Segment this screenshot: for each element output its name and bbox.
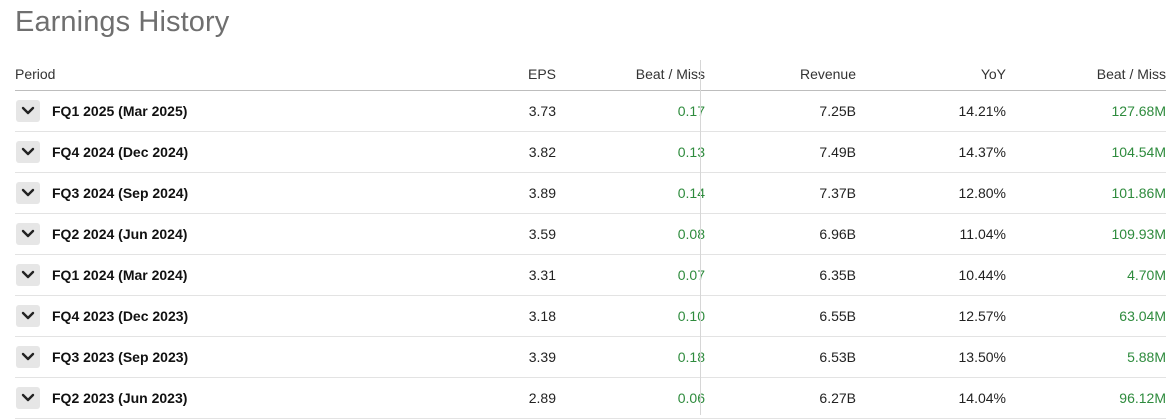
column-header-period: Period bbox=[15, 66, 56, 82]
eps-beat-miss-cell: 0.18 bbox=[677, 349, 705, 365]
eps-beat-miss-cell: 0.13 bbox=[677, 144, 705, 160]
eps-cell: 3.82 bbox=[528, 144, 556, 160]
eps-cell: 3.59 bbox=[528, 226, 556, 242]
chevron-down-icon bbox=[21, 352, 35, 361]
revenue-cell: 7.37B bbox=[819, 185, 856, 201]
expand-row-button[interactable] bbox=[16, 387, 40, 409]
table-row: FQ4 2024 (Dec 2024) 3.82 0.13 7.49B 14.3… bbox=[15, 132, 1166, 173]
period-cell: FQ4 2024 (Dec 2024) bbox=[15, 132, 188, 172]
eps-cell: 2.89 bbox=[528, 390, 556, 406]
expand-row-button[interactable] bbox=[16, 346, 40, 368]
revenue-cell: 6.55B bbox=[819, 308, 856, 324]
eps-cell: 3.18 bbox=[528, 308, 556, 324]
eps-beat-miss-cell: 0.08 bbox=[677, 226, 705, 242]
eps-cell: 3.31 bbox=[528, 267, 556, 283]
yoy-cell: 12.80% bbox=[958, 185, 1006, 201]
expand-row-button[interactable] bbox=[16, 223, 40, 245]
table-row: FQ2 2024 (Jun 2024) 3.59 0.08 6.96B 11.0… bbox=[15, 214, 1166, 255]
period-cell: FQ3 2023 (Sep 2023) bbox=[15, 337, 188, 377]
earnings-table: Period EPS Beat / Miss Revenue YoY Beat … bbox=[15, 58, 1166, 419]
expand-row-button[interactable] bbox=[16, 141, 40, 163]
period-label: FQ4 2023 (Dec 2023) bbox=[52, 308, 189, 324]
table-row: FQ3 2024 (Sep 2024) 3.89 0.14 7.37B 12.8… bbox=[15, 173, 1166, 214]
column-divider bbox=[700, 60, 701, 415]
eps-cell: 3.89 bbox=[528, 185, 556, 201]
chevron-down-icon bbox=[21, 393, 35, 402]
column-header-revenue: Revenue bbox=[799, 66, 856, 82]
period-cell: FQ1 2024 (Mar 2024) bbox=[15, 255, 187, 295]
period-label: FQ3 2023 (Sep 2023) bbox=[52, 349, 189, 365]
chevron-down-icon bbox=[21, 270, 35, 279]
chevron-down-icon bbox=[21, 229, 35, 238]
expand-row-button[interactable] bbox=[16, 264, 40, 286]
eps-beat-miss-cell: 0.10 bbox=[677, 308, 705, 324]
eps-beat-miss-cell: 0.06 bbox=[677, 390, 705, 406]
revenue-cell: 6.27B bbox=[819, 390, 856, 406]
eps-cell: 3.39 bbox=[528, 349, 556, 365]
eps-beat-miss-cell: 0.07 bbox=[677, 267, 705, 283]
expand-row-button[interactable] bbox=[16, 182, 40, 204]
expand-row-button[interactable] bbox=[16, 100, 40, 122]
chevron-down-icon bbox=[21, 147, 35, 156]
column-header-yoy: YoY bbox=[980, 66, 1006, 82]
table-row: FQ3 2023 (Sep 2023) 3.39 0.18 6.53B 13.5… bbox=[15, 337, 1166, 378]
period-cell: FQ2 2023 (Jun 2023) bbox=[15, 378, 187, 418]
revenue-cell: 7.25B bbox=[819, 103, 856, 119]
revenue-beat-miss-cell: 5.88M bbox=[1127, 349, 1166, 365]
page-title: Earnings History bbox=[15, 6, 230, 38]
table-header: Period EPS Beat / Miss Revenue YoY Beat … bbox=[15, 58, 1166, 91]
expand-row-button[interactable] bbox=[16, 305, 40, 327]
period-label: FQ2 2024 (Jun 2024) bbox=[52, 226, 188, 242]
table-row: FQ1 2024 (Mar 2024) 3.31 0.07 6.35B 10.4… bbox=[15, 255, 1166, 296]
eps-beat-miss-cell: 0.17 bbox=[677, 103, 705, 119]
revenue-beat-miss-cell: 101.86M bbox=[1111, 185, 1166, 201]
yoy-cell: 12.57% bbox=[958, 308, 1006, 324]
revenue-cell: 6.35B bbox=[819, 267, 856, 283]
revenue-cell: 7.49B bbox=[819, 144, 856, 160]
yoy-cell: 14.21% bbox=[958, 103, 1006, 119]
column-header-revenue-beat-miss: Beat / Miss bbox=[1096, 66, 1166, 82]
revenue-beat-miss-cell: 63.04M bbox=[1119, 308, 1166, 324]
period-cell: FQ1 2025 (Mar 2025) bbox=[15, 91, 187, 131]
period-cell: FQ4 2023 (Dec 2023) bbox=[15, 296, 188, 336]
period-label: FQ2 2023 (Jun 2023) bbox=[52, 390, 188, 406]
table-row: FQ4 2023 (Dec 2023) 3.18 0.10 6.55B 12.5… bbox=[15, 296, 1166, 337]
table-body: FQ1 2025 (Mar 2025) 3.73 0.17 7.25B 14.2… bbox=[15, 91, 1166, 419]
revenue-cell: 6.53B bbox=[819, 349, 856, 365]
yoy-cell: 14.37% bbox=[958, 144, 1006, 160]
period-cell: FQ2 2024 (Jun 2024) bbox=[15, 214, 187, 254]
period-label: FQ4 2024 (Dec 2024) bbox=[52, 144, 189, 160]
column-header-eps-beat-miss: Beat / Miss bbox=[635, 66, 705, 82]
yoy-cell: 14.04% bbox=[958, 390, 1006, 406]
revenue-beat-miss-cell: 109.93M bbox=[1111, 226, 1166, 242]
revenue-beat-miss-cell: 127.68M bbox=[1111, 103, 1166, 119]
revenue-beat-miss-cell: 96.12M bbox=[1119, 390, 1166, 406]
revenue-beat-miss-cell: 4.70M bbox=[1127, 267, 1166, 283]
yoy-cell: 11.04% bbox=[959, 226, 1006, 242]
revenue-beat-miss-cell: 104.54M bbox=[1111, 144, 1166, 160]
column-header-eps: EPS bbox=[527, 66, 556, 82]
table-row: FQ1 2025 (Mar 2025) 3.73 0.17 7.25B 14.2… bbox=[15, 91, 1166, 132]
period-cell: FQ3 2024 (Sep 2024) bbox=[15, 173, 188, 213]
yoy-cell: 13.50% bbox=[958, 349, 1006, 365]
revenue-cell: 6.96B bbox=[819, 226, 856, 242]
period-label: FQ1 2025 (Mar 2025) bbox=[52, 103, 188, 119]
period-label: FQ3 2024 (Sep 2024) bbox=[52, 185, 189, 201]
period-label: FQ1 2024 (Mar 2024) bbox=[52, 267, 188, 283]
table-row: FQ2 2023 (Jun 2023) 2.89 0.06 6.27B 14.0… bbox=[15, 378, 1166, 419]
eps-cell: 3.73 bbox=[528, 103, 556, 119]
yoy-cell: 10.44% bbox=[958, 267, 1006, 283]
eps-beat-miss-cell: 0.14 bbox=[677, 185, 705, 201]
chevron-down-icon bbox=[21, 106, 35, 115]
chevron-down-icon bbox=[21, 311, 35, 320]
chevron-down-icon bbox=[21, 188, 35, 197]
